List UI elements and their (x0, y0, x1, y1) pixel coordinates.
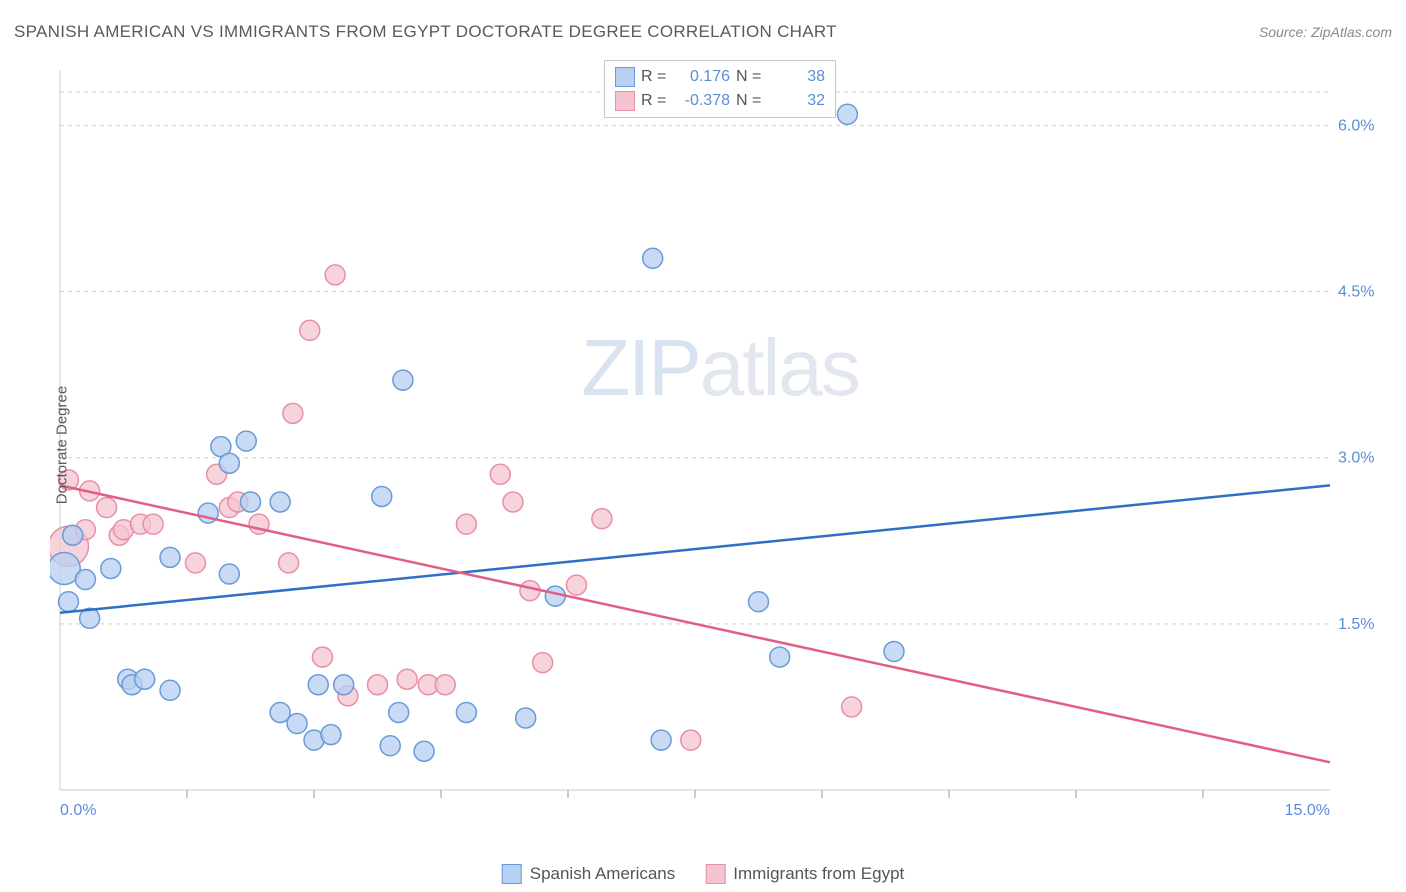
svg-text:3.0%: 3.0% (1338, 450, 1374, 467)
svg-text:0.0%: 0.0% (60, 802, 96, 819)
legend-item-0: Spanish Americans (502, 864, 676, 884)
stats-legend: R = 0.176 N = 38 R = -0.378 N = 32 (604, 60, 836, 118)
legend-item-1: Immigrants from Egypt (705, 864, 904, 884)
swatch-icon (705, 864, 725, 884)
svg-text:4.5%: 4.5% (1338, 284, 1374, 301)
chart-header: SPANISH AMERICAN VS IMMIGRANTS FROM EGYP… (14, 22, 1392, 42)
svg-text:1.5%: 1.5% (1338, 616, 1374, 633)
chart-title: SPANISH AMERICAN VS IMMIGRANTS FROM EGYP… (14, 22, 837, 42)
scatter-chart: 1.5% 3.0% 4.5% 6.0% 0.0% 15.0% (50, 60, 1390, 830)
source-label: Source: ZipAtlas.com (1259, 24, 1392, 40)
stats-row-1: R = -0.378 N = 32 (615, 89, 825, 113)
plot-area: Doctorate Degree 1.5% 3.0% 4.5% 6.0% 0.0% 15.… (50, 60, 1390, 830)
y-axis-label: Doctorate Degree (54, 386, 71, 504)
svg-text:6.0%: 6.0% (1338, 117, 1374, 134)
svg-text:15.0%: 15.0% (1285, 802, 1330, 819)
swatch-series-0 (615, 67, 635, 87)
bottom-legend: Spanish Americans Immigrants from Egypt (502, 864, 905, 884)
swatch-series-1 (615, 91, 635, 111)
swatch-icon (502, 864, 522, 884)
stats-row-0: R = 0.176 N = 38 (615, 65, 825, 89)
